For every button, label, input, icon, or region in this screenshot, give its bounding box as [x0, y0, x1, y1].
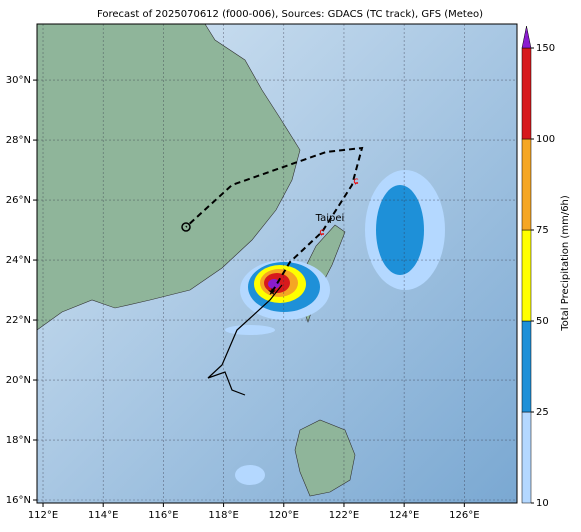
colorbar-extend: [521, 25, 532, 49]
storm-marker: ★: [268, 287, 277, 298]
storm-symbol: ɕ: [353, 176, 359, 187]
china-land: [37, 24, 301, 331]
colorbar-band: [521, 138, 532, 231]
storm-symbol: ɕ: [319, 227, 325, 238]
city-label: Taipei: [315, 213, 345, 224]
title: Forecast of 2025070612 (f000-006), Sourc…: [97, 9, 483, 20]
colorbar-tick-label: 75: [536, 225, 549, 236]
colorbar-band: [521, 320, 532, 413]
map-area: ★ ɕ ɕ Taipei: [37, 24, 517, 503]
y-tick-label: 28°N: [6, 135, 31, 146]
y-tick-label: 22°N: [6, 315, 31, 326]
luzon-land: [294, 419, 356, 497]
storm-track: ★ ɕ ɕ: [181, 146, 364, 396]
colorbar: 10 25 50 75 100 150: [521, 25, 555, 509]
x-tick-label: 124°E: [389, 510, 419, 521]
x-tick-label: 126°E: [449, 510, 479, 521]
colorbar-band: [521, 47, 532, 140]
colorbar-tick-label: 50: [536, 316, 549, 327]
map-frame: [36, 23, 518, 504]
y-tick-label: 16°N: [6, 495, 31, 506]
x-tick-label: 120°E: [269, 510, 299, 521]
y-tick-label: 30°N: [6, 75, 31, 86]
colorbar-tick-label: 100: [536, 134, 555, 145]
x-tick-label: 112°E: [28, 510, 58, 521]
y-tick-label: 20°N: [6, 375, 31, 386]
colorbar-band: [521, 411, 532, 504]
y-tick-label: 26°N: [6, 195, 31, 206]
colorbar-tick-label: 150: [536, 43, 555, 54]
colorbar-tick-label: 25: [536, 407, 549, 418]
x-tick-label: 122°E: [329, 510, 359, 521]
colorbar-band: [521, 229, 532, 322]
graticule: [37, 24, 517, 503]
colorbar-tick-label: 10: [536, 498, 549, 509]
x-tick-label: 116°E: [148, 510, 178, 521]
y-tick-label: 18°N: [6, 435, 31, 446]
x-tick-label: 114°E: [88, 510, 118, 521]
colorbar-label: Total Precipitation (mm/6h): [560, 195, 571, 332]
x-tick-label: 118°E: [208, 510, 238, 521]
y-tick-label: 24°N: [6, 255, 31, 266]
